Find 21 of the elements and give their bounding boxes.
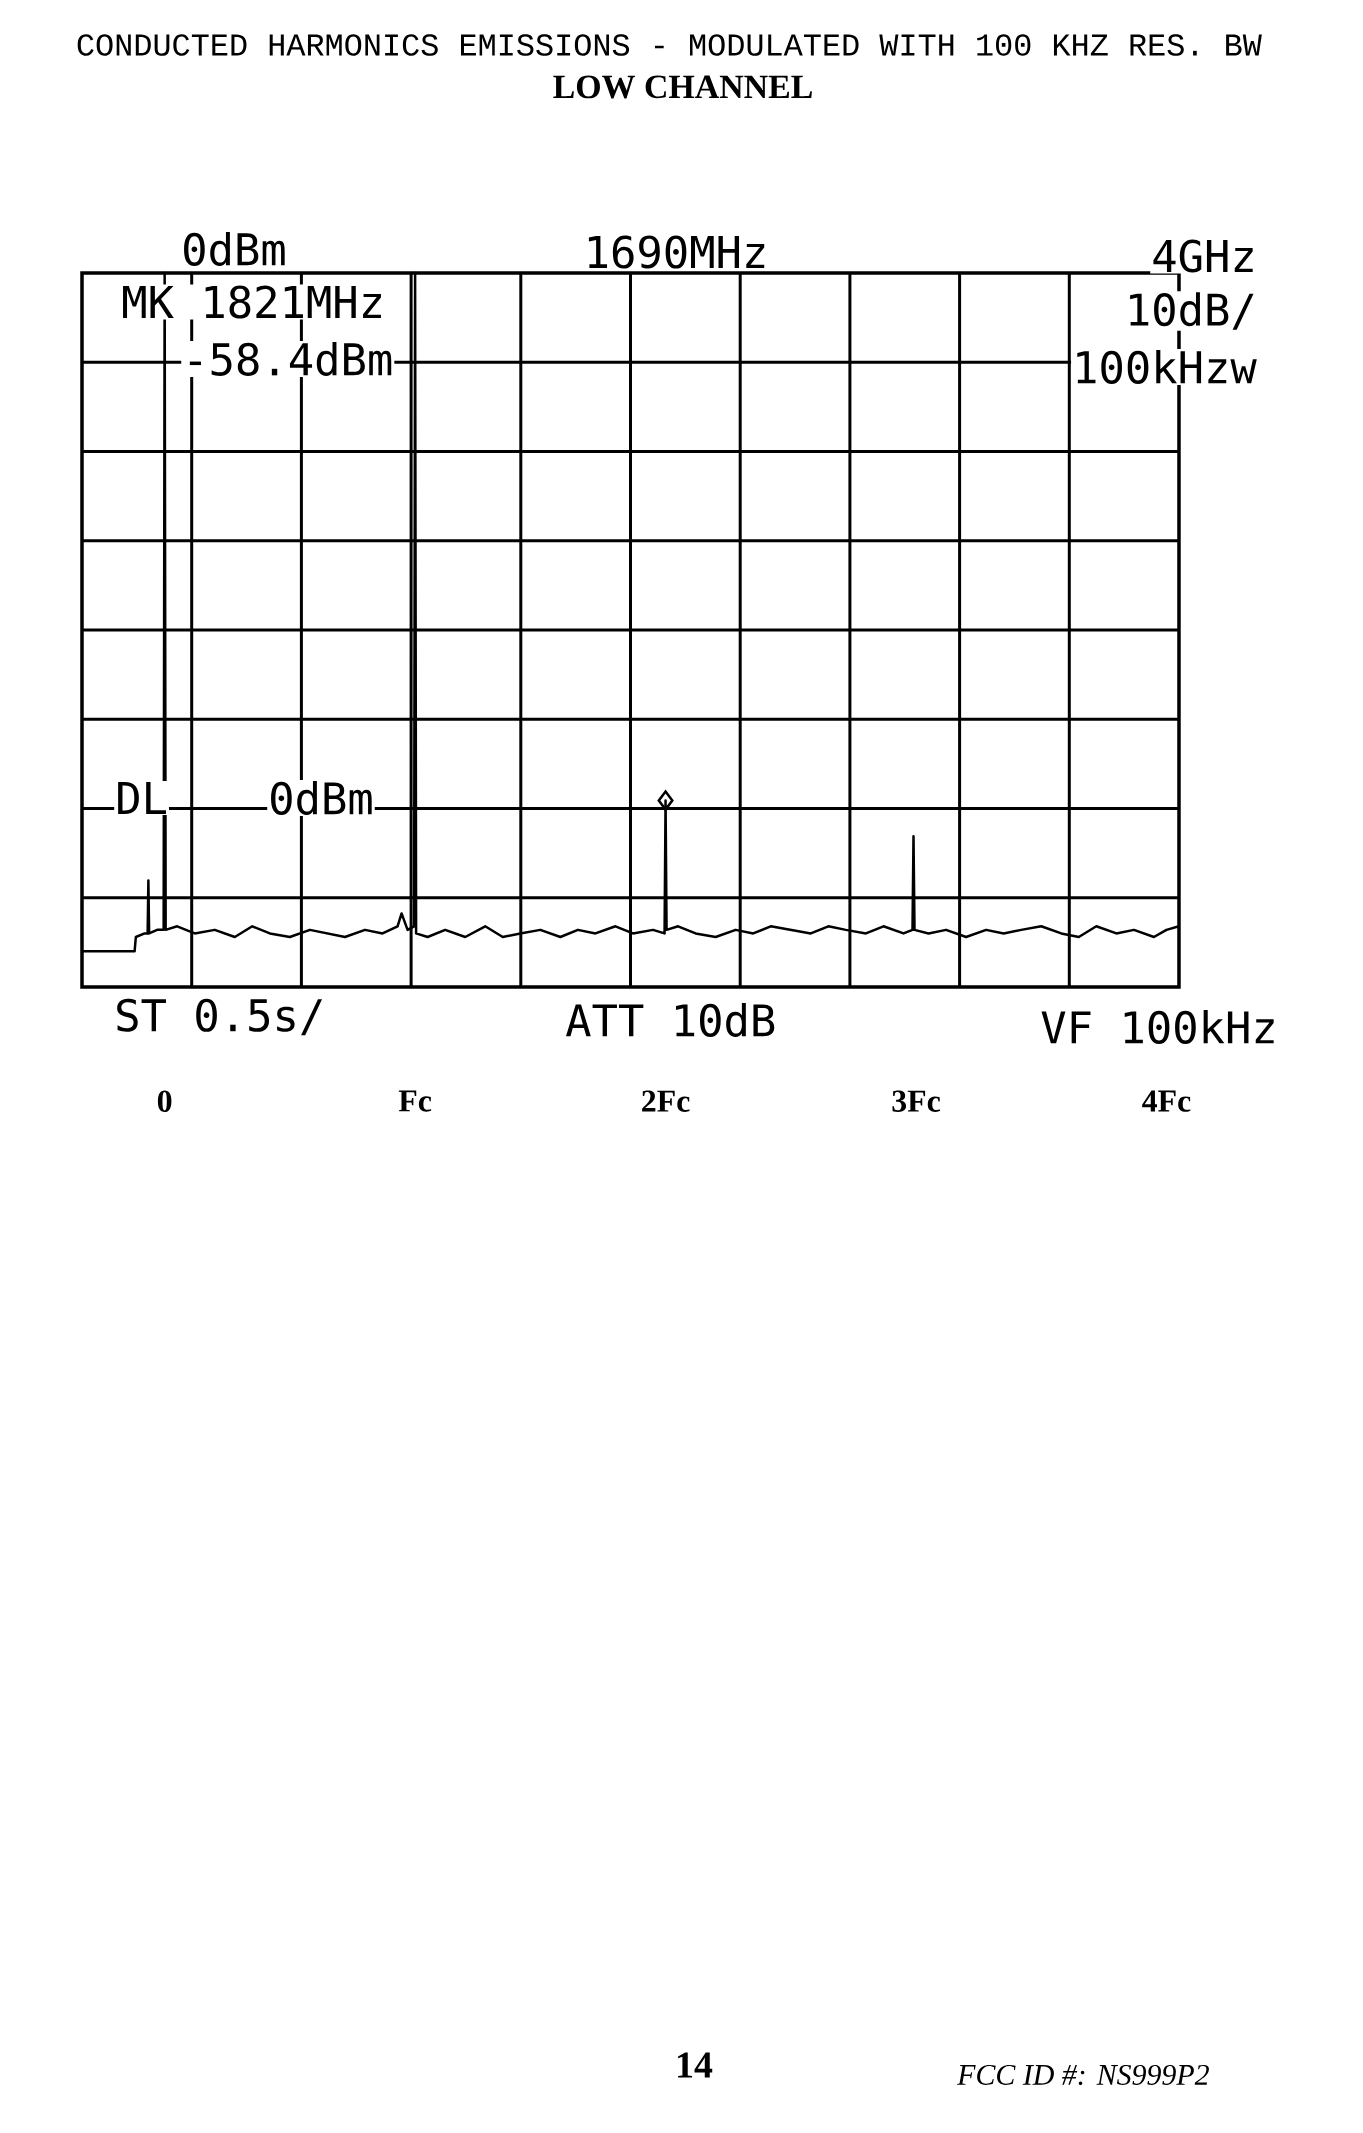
text: VF 100kHz — [1041, 1010, 1274, 1044]
x-tick-label: 0 — [157, 1090, 172, 1113]
x-tick-label: Fc — [398, 1090, 432, 1112]
annotation: MK 1821MHz — [123, 285, 381, 319]
x-tick-label: 4Fc — [1142, 1090, 1191, 1112]
annotation: -58.4dBm — [189, 342, 392, 376]
annotation: 100kHzw — [1077, 350, 1257, 384]
annotation: 0dBm — [271, 781, 372, 815]
text: FCC ID #: NS999P2 — [957, 2064, 1209, 2086]
chart-subtitle: LOW CHANNEL — [553, 75, 812, 99]
text: ST 0.5s/ — [117, 998, 323, 1036]
text: 0dBm — [184, 232, 285, 266]
text: 4GHz — [1153, 239, 1253, 273]
x-tick-label: 2Fc — [642, 1090, 690, 1112]
text: 14 — [678, 2052, 713, 2078]
x-tick-label: 3Fc — [892, 1090, 941, 1112]
text: 1690MHz — [588, 235, 765, 269]
annotation: DL — [118, 782, 166, 814]
annotation: 10dB/ — [1130, 292, 1254, 330]
chart-title: CONDUCTED HARMONICS EMISSIONS - MODULATED WITH 100 KHZ RES. BW — [77, 34, 1262, 56]
text: ATT 10dB — [566, 1003, 775, 1037]
